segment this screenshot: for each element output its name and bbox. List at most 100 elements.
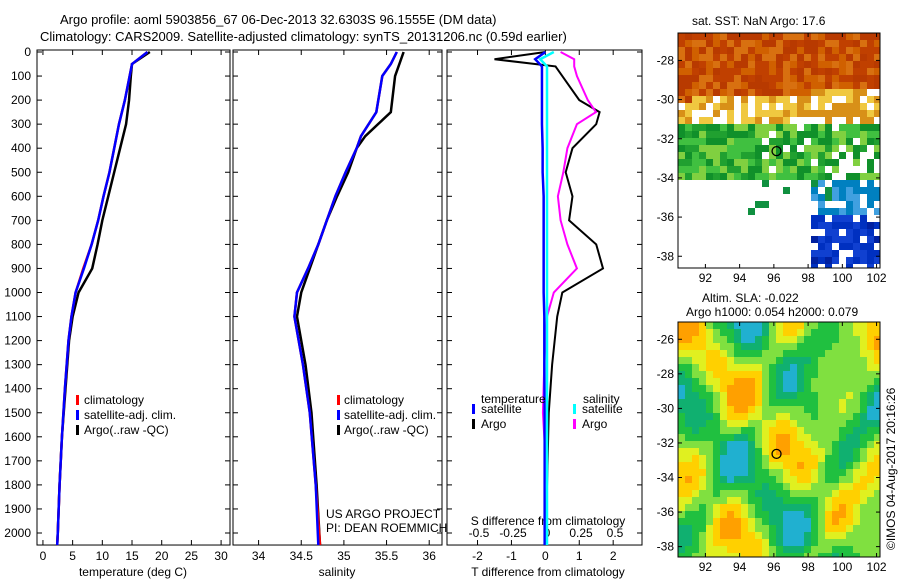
sla-map-cell (755, 469, 762, 476)
sla-map-cell (727, 392, 734, 399)
sla-map-cell (797, 504, 804, 511)
sla-map-cell (797, 350, 804, 357)
sla-map-cell (790, 385, 797, 392)
sst-map-cell (874, 187, 880, 194)
sla-map-cell (860, 336, 867, 343)
sst-map-cell (853, 187, 860, 194)
sla-map-cell (678, 350, 685, 357)
sla-map-cell (839, 434, 846, 441)
sst-map-cell (762, 75, 769, 82)
sla-map-cell (727, 434, 734, 441)
legend-swatch (76, 395, 79, 405)
sla-map-cell (776, 357, 783, 364)
sst-map-cell (811, 47, 818, 54)
sst-map-cell (706, 40, 713, 47)
sla-map-cell (713, 546, 720, 553)
sst-map-cell (699, 75, 706, 82)
s-diff-tick-label: -0.25 (499, 526, 527, 540)
sla-map-cell (776, 490, 783, 497)
sla-map-cell (853, 462, 860, 469)
sst-map-cell (825, 229, 832, 236)
sla-map-cell (706, 413, 713, 420)
sla-map-cell (846, 399, 853, 406)
sst-map-cell (874, 257, 880, 264)
sla-map-cell (727, 469, 734, 476)
sst-map-cell (818, 124, 825, 131)
sla-map-cell (860, 539, 867, 546)
sla-map-cell (874, 532, 880, 539)
sst-map-cell (769, 82, 776, 89)
sla-map-cell (874, 525, 880, 532)
sla-map-cell (776, 539, 783, 546)
sla-map-cell (748, 392, 755, 399)
sst-map-cell (825, 96, 832, 103)
sla-map-cell (692, 448, 699, 455)
sla-map-cell (832, 343, 839, 350)
sla-map-cell (825, 406, 832, 413)
sst-map-cell (776, 89, 783, 96)
sla-map-cell (818, 371, 825, 378)
sla-map-cell (853, 518, 860, 525)
temperature-xtick-label: 15 (125, 549, 139, 563)
sst-map-cell (678, 131, 685, 138)
sla-map-cell (762, 357, 769, 364)
sst-map-cell (685, 75, 692, 82)
sla-map-cell (713, 462, 720, 469)
sla-map-cell (727, 357, 734, 364)
sla-map-cell (853, 532, 860, 539)
sst-map-cell (860, 124, 867, 131)
sla-map-cell (720, 469, 727, 476)
sla-map-cell (783, 539, 790, 546)
sst-map-cell (769, 117, 776, 124)
sst-map-cell (769, 159, 776, 166)
sla-map-cell (776, 399, 783, 406)
sla-map-cell (685, 413, 692, 420)
sst-map-cell (853, 40, 860, 47)
sla-map-cell (706, 462, 713, 469)
sst-map-cell (699, 82, 706, 89)
depth-tick-label: 800 (11, 237, 31, 251)
sst-map-cell (867, 61, 874, 68)
sla-map-cell (860, 371, 867, 378)
sst-map-cell (832, 250, 839, 257)
sst-map-cell (741, 110, 748, 117)
sst-map-cell (699, 68, 706, 75)
sla-map-cell (762, 434, 769, 441)
sst-map-cell (853, 229, 860, 236)
sla-map-cell (776, 518, 783, 525)
sst-map-cell (727, 40, 734, 47)
sst-map-cell (874, 47, 880, 54)
sla-map-cell (706, 490, 713, 497)
sla-map-cell (867, 525, 874, 532)
sst-map-cell (741, 54, 748, 61)
sst-map-cell (706, 61, 713, 68)
sla-map-cell (727, 371, 734, 378)
sst-map-cell (804, 47, 811, 54)
sla-map-cell (699, 525, 706, 532)
sla-map-cell (783, 497, 790, 504)
sst-map-cell (755, 145, 762, 152)
sst-map-cell (811, 257, 818, 264)
sla-map-cell (790, 371, 797, 378)
sla-map-cell (720, 483, 727, 490)
sla-map-cell (727, 322, 734, 329)
sla-map-cell (818, 329, 825, 336)
sla-map-cell (804, 371, 811, 378)
sla-map-cell (734, 504, 741, 511)
depth-tick-label: 1400 (4, 382, 31, 396)
sla-map-cell (776, 413, 783, 420)
sst-map-cell (818, 194, 825, 201)
sst-map-cell (853, 61, 860, 68)
sla-map-cell (839, 336, 846, 343)
sla-map-cell (874, 413, 880, 420)
sla-map-lon-label: 98 (801, 560, 815, 574)
sla-map-cell (678, 343, 685, 350)
sla-map-cell (713, 539, 720, 546)
sla-map-cell (706, 378, 713, 385)
sla-map-cell (832, 525, 839, 532)
sst-map-cell (706, 152, 713, 159)
sla-map-cell (706, 371, 713, 378)
sst-map-cell (678, 47, 685, 54)
sst-map-cell (727, 54, 734, 61)
sla-map-cell (713, 434, 720, 441)
